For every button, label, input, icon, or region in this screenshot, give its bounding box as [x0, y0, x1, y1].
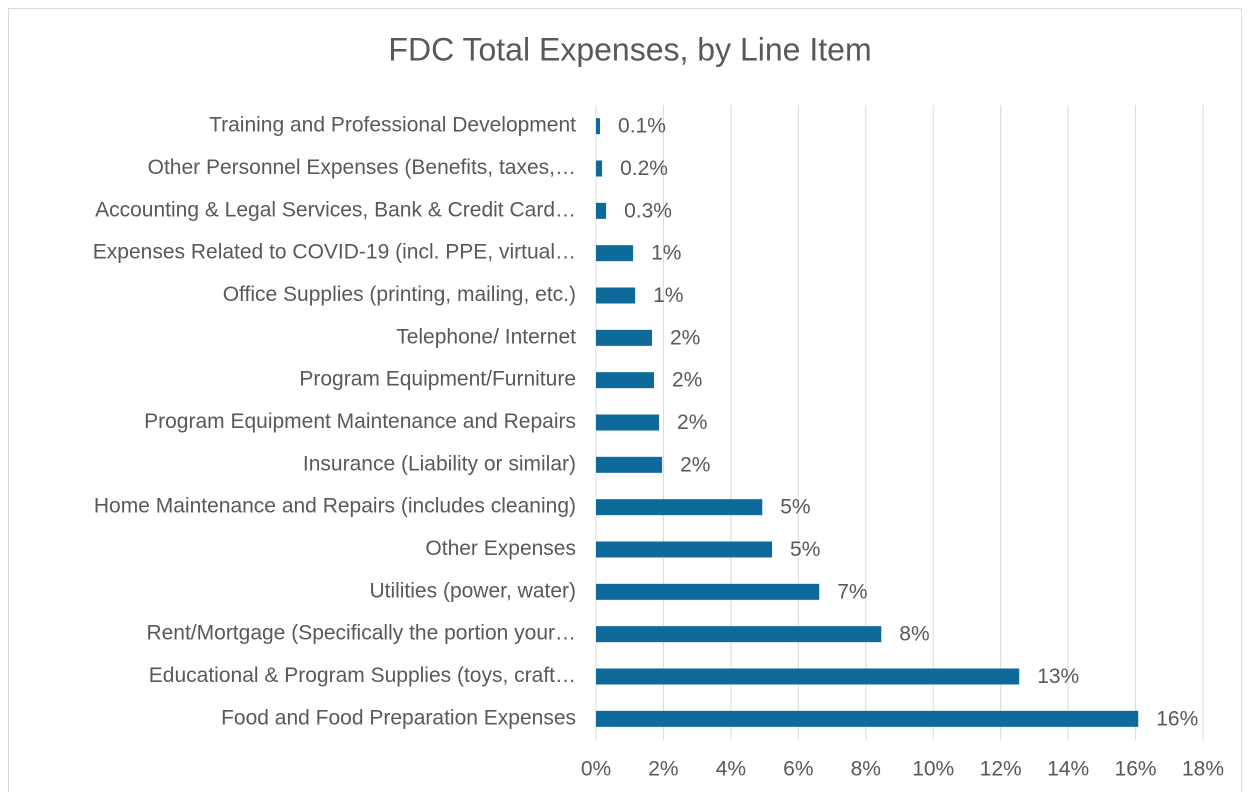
value-label: 2%: [677, 411, 707, 434]
value-label: 16%: [1156, 707, 1198, 730]
y-tick-label: Educational & Program Supplies (toys, cr…: [149, 664, 576, 687]
y-tick-label: Expenses Related to COVID-19 (incl. PPE,…: [93, 241, 576, 264]
x-tick-label: 12%: [980, 758, 1022, 781]
y-tick-label: Program Equipment/Furniture: [299, 368, 576, 391]
x-tick-label: 8%: [851, 758, 881, 781]
x-tick-label: 2%: [648, 758, 678, 781]
bar: [596, 456, 663, 473]
y-tick-label: Utilities (power, water): [369, 579, 576, 602]
bar: [596, 626, 882, 643]
bar: [596, 245, 634, 262]
bar: [596, 329, 652, 346]
value-label: 2%: [672, 369, 702, 392]
value-label: 0.1%: [618, 115, 666, 138]
y-tick-label: Other Personnel Expenses (Benefits, taxe…: [148, 156, 576, 179]
bar: [596, 541, 773, 558]
value-label: 5%: [790, 538, 820, 561]
y-tick-label: Telephone/ Internet: [396, 325, 576, 348]
y-tick-label: Office Supplies (printing, mailing, etc.…: [223, 283, 576, 306]
x-tick-label: 0%: [581, 758, 611, 781]
y-tick-label: Accounting & Legal Services, Bank & Cred…: [95, 198, 576, 221]
bar: [596, 710, 1139, 727]
value-label: 2%: [670, 326, 700, 349]
x-tick-label: 10%: [912, 758, 954, 781]
value-label: 1%: [651, 242, 681, 265]
bar: [596, 372, 655, 389]
bar: [596, 287, 636, 304]
value-label: 1%: [653, 284, 683, 307]
x-tick-label: 6%: [783, 758, 813, 781]
x-tick-label: 18%: [1182, 758, 1224, 781]
y-tick-label: Training and Professional Development: [209, 114, 576, 137]
y-tick-label: Food and Food Preparation Expenses: [221, 706, 576, 729]
x-tick-label: 4%: [716, 758, 746, 781]
value-label: 5%: [780, 496, 810, 519]
value-label: 0.2%: [620, 157, 668, 180]
bar: [596, 118, 601, 135]
bar: [596, 414, 660, 431]
chart-title: FDC Total Expenses, by Line Item: [388, 31, 871, 67]
y-tick-label: Insurance (Liability or similar): [303, 452, 576, 475]
value-label: 13%: [1037, 665, 1079, 688]
y-tick-label: Program Equipment Maintenance and Repair…: [144, 410, 576, 433]
value-label: 8%: [899, 623, 929, 646]
bar: [596, 668, 1020, 685]
value-label: 7%: [837, 580, 867, 603]
chart-border: [8, 8, 1242, 792]
value-label: 0.3%: [624, 199, 672, 222]
x-tick-label: 14%: [1047, 758, 1089, 781]
bar: [596, 160, 603, 177]
bar: [596, 499, 763, 516]
y-tick-label: Home Maintenance and Repairs (includes c…: [94, 495, 576, 518]
x-tick-label: 16%: [1115, 758, 1157, 781]
y-tick-label: Other Expenses: [425, 537, 576, 560]
bar: [596, 583, 820, 600]
y-tick-label: Rent/Mortgage (Specifically the portion …: [146, 622, 576, 645]
bar: [596, 202, 607, 219]
value-label: 2%: [680, 453, 710, 476]
